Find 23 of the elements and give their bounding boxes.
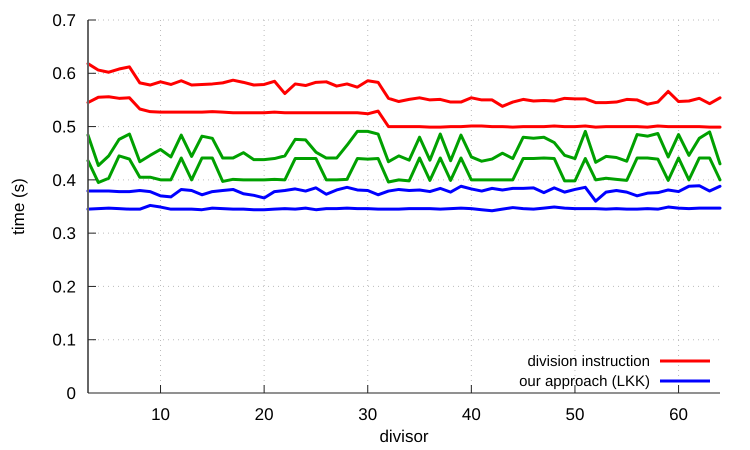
y-tick-label: 0.6	[52, 64, 76, 84]
x-tick-label: 20	[254, 405, 274, 424]
line-series	[86, 62, 722, 108]
y-tick-label: 0.2	[52, 277, 76, 296]
x-axis-title: divisor	[379, 427, 429, 446]
y-tick-label: 0.3	[52, 224, 76, 244]
y-tick-label: 0.4	[52, 170, 76, 190]
legend-label: our approach (LKK)	[519, 373, 650, 390]
x-tick-label: 30	[358, 405, 378, 424]
y-tick-label: 0.7	[52, 10, 76, 30]
line-series	[86, 130, 722, 167]
x-tick-label: 60	[669, 405, 688, 424]
x-tick-label: 50	[565, 405, 584, 424]
x-tick-label: 10	[151, 405, 170, 424]
line-series	[86, 95, 722, 129]
legend-label: division instruction	[527, 353, 650, 370]
y-tick-label: 0.5	[52, 118, 76, 137]
y-tick-label: 0	[66, 384, 76, 403]
y-axis-title: time (s)	[9, 178, 28, 235]
line-series	[86, 154, 722, 184]
x-tick-label: 40	[462, 405, 481, 424]
y-tick-label: 0.1	[52, 330, 76, 350]
line-series	[86, 184, 722, 203]
